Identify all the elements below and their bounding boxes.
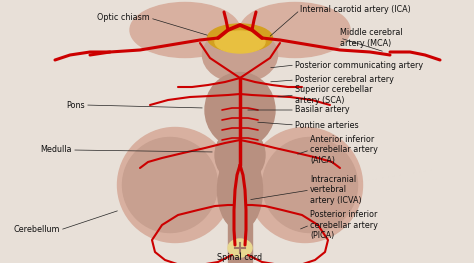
Text: Middle cerebral
artery (MCA): Middle cerebral artery (MCA) [340, 28, 402, 48]
Ellipse shape [218, 150, 263, 230]
Text: Cerebellum: Cerebellum [13, 225, 60, 235]
Text: Internal carotid artery (ICA): Internal carotid artery (ICA) [300, 6, 411, 14]
Ellipse shape [263, 138, 357, 232]
Ellipse shape [202, 28, 277, 83]
Text: Pons: Pons [66, 100, 85, 109]
Text: Spinal cord: Spinal cord [218, 253, 263, 262]
Ellipse shape [215, 128, 265, 183]
Text: Basilar artery: Basilar artery [295, 105, 350, 114]
Text: Optic chiasm: Optic chiasm [97, 13, 150, 23]
Ellipse shape [228, 239, 252, 257]
Text: Medulla: Medulla [40, 145, 72, 154]
Text: Superior cerebellar
artery (SCA): Superior cerebellar artery (SCA) [295, 85, 373, 105]
Text: Pontine arteries: Pontine arteries [295, 120, 359, 129]
Ellipse shape [247, 128, 363, 242]
Ellipse shape [122, 138, 218, 232]
Ellipse shape [240, 3, 350, 58]
Ellipse shape [130, 3, 240, 58]
Text: Intracranial
vertebral
artery (ICVA): Intracranial vertebral artery (ICVA) [310, 175, 362, 205]
Text: Posterior inferior
cerebellar artery
(PICA): Posterior inferior cerebellar artery (PI… [310, 210, 378, 240]
Ellipse shape [215, 31, 265, 53]
Text: Anterior inferior
cerebellar artery
(AICA): Anterior inferior cerebellar artery (AIC… [310, 135, 378, 165]
Bar [228, 220, 252, 262]
Ellipse shape [208, 24, 273, 52]
Text: Posterior cerebral artery: Posterior cerebral artery [295, 75, 394, 84]
Text: Posterior communicating artery: Posterior communicating artery [295, 60, 423, 69]
Ellipse shape [118, 128, 233, 242]
Ellipse shape [205, 73, 275, 148]
